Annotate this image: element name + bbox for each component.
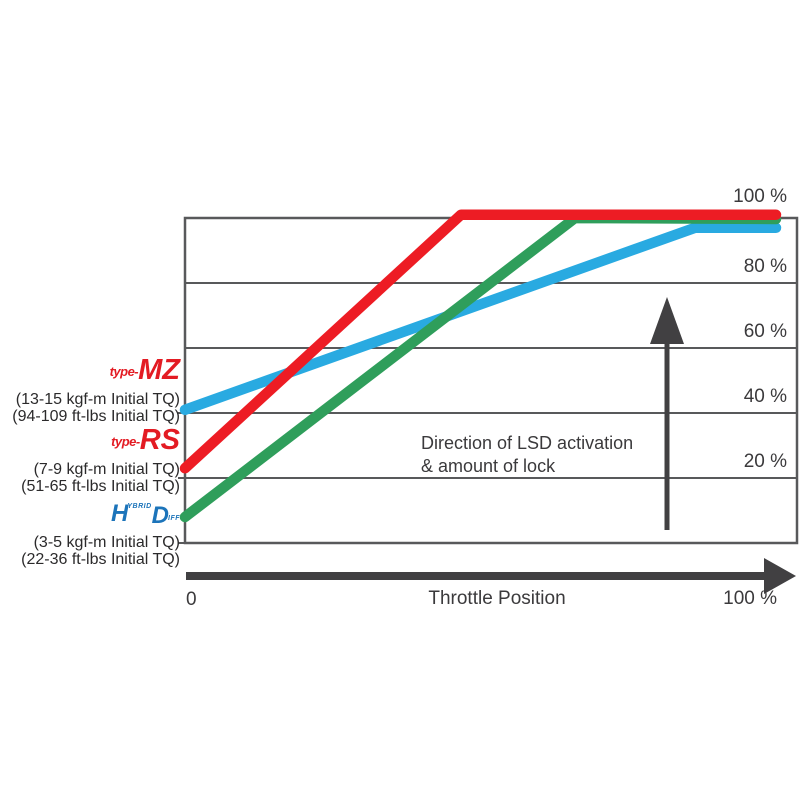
direction-annotation: Direction of LSD activation & amount of … — [421, 432, 633, 478]
x-axis-arrow-head-icon — [764, 558, 796, 594]
type-rs-initial-tq-ftlbs: (51-65 ft-lbs Initial TQ) — [21, 478, 180, 495]
type-rs-logo-prefix: type- — [111, 434, 140, 449]
type-rs-initial-tq-kgfm: (7-9 kgf-m Initial TQ) — [33, 461, 180, 478]
type-rs-logo-main: RS — [139, 424, 180, 456]
type-mz-logo: type-MZ — [12, 356, 180, 389]
direction-arrow-head-icon — [650, 297, 684, 344]
hd-logo-diff-text: IFF — [168, 515, 180, 522]
x-axis-min-label: 0 — [186, 589, 197, 610]
series-lines — [179, 209, 782, 523]
direction-annotation-line2: & amount of lock — [421, 456, 556, 476]
hd-logo-h: H — [111, 500, 128, 527]
series-line-type-rs — [179, 209, 782, 474]
ytick-60: 60 % — [743, 321, 787, 342]
type-rs-logo: type-RS — [21, 426, 180, 459]
legend-hybrid-diff: HYBRIDDIFF (3-5 kgf-m Initial TQ) (22-36… — [21, 494, 180, 569]
type-mz-logo-prefix: type- — [109, 364, 139, 379]
ytick-40: 40 % — [743, 386, 787, 407]
hd-logo-d: D — [151, 502, 169, 529]
legend-type-mz: type-MZ (13-15 kgf-m Initial TQ) (94-109… — [12, 356, 180, 426]
type-mz-logo-main: MZ — [138, 354, 180, 386]
x-axis-arrow — [186, 558, 796, 594]
x-axis-title: Throttle Position — [428, 588, 566, 609]
direction-annotation-line1: Direction of LSD activation — [421, 433, 634, 453]
hybrid-diff-initial-tq-kgfm: (3-5 kgf-m Initial TQ) — [33, 534, 180, 551]
direction-up-arrow — [650, 297, 684, 530]
type-mz-initial-tq-kgfm: (13-15 kgf-m Initial TQ) — [15, 391, 180, 408]
type-mz-initial-tq-ftlbs: (94-109 ft-lbs Initial TQ) — [12, 408, 180, 425]
hybrid-diff-logo: HYBRIDDIFF — [21, 494, 180, 532]
ytick-100: 100 % — [733, 186, 787, 207]
legend-type-rs: type-RS (7-9 kgf-m Initial TQ) (51-65 ft… — [21, 426, 180, 496]
hybrid-diff-initial-tq-ftlbs: (22-36 ft-lbs Initial TQ) — [21, 551, 180, 568]
ytick-20: 20 % — [743, 451, 787, 472]
hd-logo-hybrid-text: YBRID — [127, 503, 152, 510]
x-axis-max-label: 100 % — [723, 588, 777, 609]
series-line-type-mz — [179, 222, 782, 416]
ytick-80: 80 % — [743, 256, 787, 277]
